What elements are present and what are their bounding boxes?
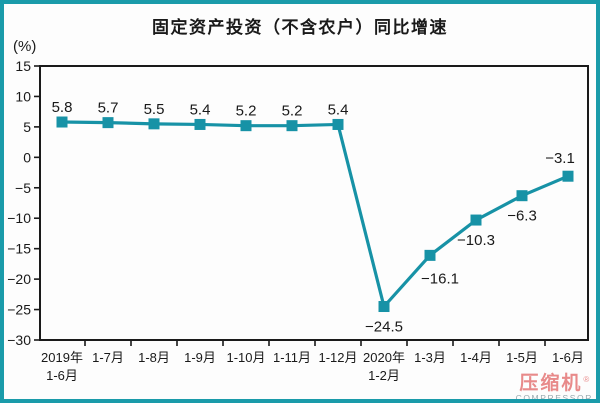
data-point-label: −3.1: [545, 150, 575, 167]
data-point-marker: [194, 118, 206, 130]
data-point-marker: [424, 249, 436, 261]
x-category-label: 1-10月: [226, 350, 265, 365]
data-labels: 5.8 5.7 5.5 5.4 5.2 5.2 5.4 −24.5 −16.1 −10.3 −6.3…: [52, 99, 575, 335]
x-category-label: 1-6月: [552, 350, 584, 365]
y-tick-label: 10: [15, 88, 31, 104]
data-point-marker: [378, 301, 390, 313]
x-axis: 2019年 1-6月 1-7月 1-8月 1-9月 1-10月 1-11月 1-12月 2020…: [41, 340, 584, 383]
x-category-label: 1-12月: [318, 350, 357, 365]
watermark: 压缩机® COMPRESSOR: [516, 374, 593, 403]
data-point-marker: [286, 120, 298, 132]
x-category-label: 1-6月: [46, 368, 78, 383]
x-category-label: 1-5月: [506, 350, 538, 365]
y-tick-label: 5: [23, 119, 31, 135]
data-point-label: 5.4: [328, 101, 349, 118]
plot-area-border: [39, 65, 589, 341]
watermark-cn-line: 压缩机®: [516, 374, 593, 393]
data-point-label: 5.2: [282, 103, 303, 120]
chart-title: 固定资产投资（不含农户）同比增速: [152, 18, 448, 37]
x-category-label: 2020年: [363, 350, 405, 365]
data-point-label: 5.2: [236, 103, 257, 120]
x-category-label: 1-4月: [460, 350, 492, 365]
x-category-label: 1-8月: [138, 350, 170, 365]
data-point-marker: [332, 118, 344, 130]
series-line: [61, 120, 569, 310]
data-point-label: 5.8: [52, 99, 73, 116]
data-point-label: 5.4: [190, 101, 211, 118]
data-point-marker: [56, 116, 68, 128]
data-point-label: −24.5: [365, 319, 403, 336]
x-category-label: 1-7月: [92, 350, 124, 365]
watermark-cn-text: 压缩机: [519, 372, 583, 394]
y-axis: 15 10 5 0 −5 −10 −15 −20 −25 −30: [7, 58, 40, 348]
watermark-en-text: COMPRESSOR: [515, 392, 593, 403]
y-tick-label: −30: [7, 332, 31, 348]
y-tick-label: −15: [7, 241, 31, 257]
series-markers: [56, 116, 574, 313]
data-point-label: 5.7: [98, 100, 119, 117]
x-category-label: 1-3月: [414, 350, 446, 365]
data-point-marker: [148, 118, 160, 130]
data-point-marker: [562, 170, 574, 182]
x-category-label: 2019年: [41, 350, 83, 365]
x-category-label: 1-11月: [273, 350, 311, 365]
y-tick-label: −10: [7, 210, 31, 226]
y-tick-label: −20: [7, 271, 31, 287]
data-point-label: −16.1: [421, 270, 459, 287]
data-point-marker: [240, 120, 252, 132]
data-point-label: −10.3: [457, 232, 495, 249]
y-tick-label: 15: [15, 58, 31, 74]
x-category-label: 1-9月: [184, 350, 216, 365]
data-point-marker: [102, 117, 114, 129]
y-tick-label: 0: [23, 149, 31, 165]
y-tick-label: −5: [15, 180, 31, 196]
y-tick-label: −25: [7, 302, 31, 318]
registered-mark-icon: ®: [583, 375, 590, 385]
data-point-marker: [516, 190, 528, 202]
x-category-label: 1-2月: [368, 368, 400, 383]
data-point-label: 5.5: [144, 101, 165, 118]
data-point-marker: [470, 214, 482, 226]
data-point-label: −6.3: [507, 208, 537, 225]
y-axis-unit-label: (%): [13, 38, 37, 55]
